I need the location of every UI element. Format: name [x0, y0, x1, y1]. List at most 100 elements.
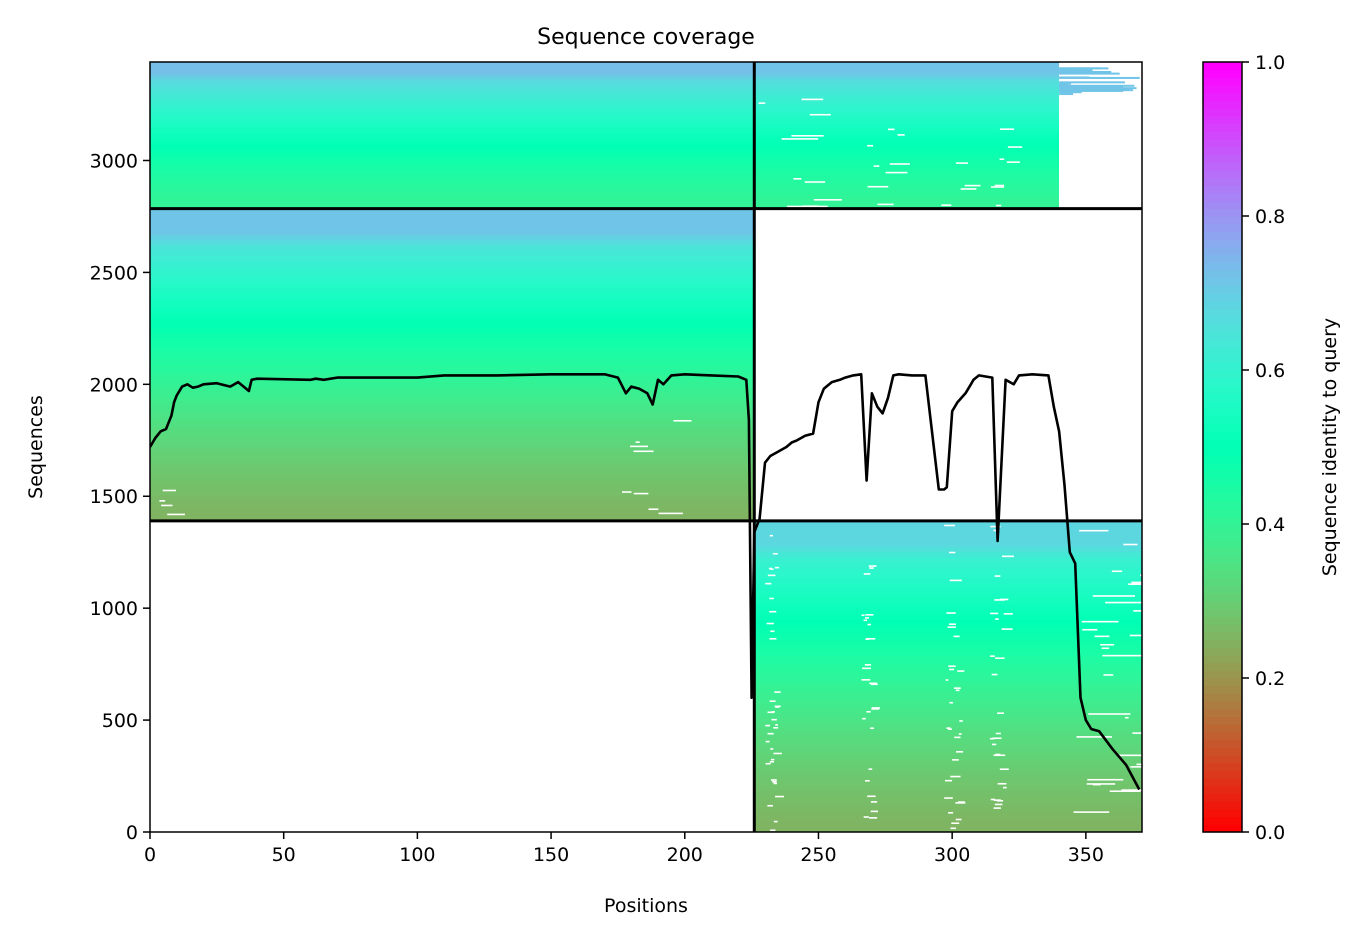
coverage-band [150, 405, 755, 413]
gap-mark [1109, 790, 1141, 793]
colorbar-segment [1203, 562, 1242, 571]
x-tick-label: 150 [533, 844, 569, 866]
coverage-band [150, 132, 755, 136]
gap-mark [774, 691, 781, 693]
gap-mark [865, 638, 870, 640]
coverage-band [150, 93, 755, 97]
colorbar-segment [1203, 554, 1242, 564]
gap-mark [995, 618, 999, 620]
coverage-band [754, 556, 1142, 563]
coverage-band [754, 727, 1142, 734]
gap-mark [1073, 811, 1110, 813]
coverage-band [150, 127, 755, 131]
coverage-band [150, 254, 755, 262]
gap-mark [1136, 763, 1142, 766]
colorbar-segment [1203, 85, 1242, 94]
gap-mark [765, 724, 770, 727]
gap-mark [1079, 529, 1109, 532]
coverage-band [150, 369, 755, 376]
coverage-band [150, 239, 755, 246]
coverage-band [150, 421, 755, 428]
gap-mark [990, 186, 1005, 188]
gap-mark [949, 579, 962, 582]
coverage-band [754, 81, 1060, 85]
coverage-band [150, 188, 755, 193]
coverage-band [150, 171, 755, 175]
x-tick-label: 200 [667, 844, 703, 866]
coverage-band [1059, 93, 1074, 96]
gap-mark [869, 567, 874, 569]
coverage-band [754, 712, 1142, 719]
gap-mark [868, 565, 877, 567]
colorbar-segment [1203, 793, 1242, 802]
gap-mark [949, 701, 954, 704]
coverage-blocks [150, 62, 1142, 832]
coverage-band [150, 228, 755, 236]
coverage-band [754, 169, 1060, 173]
colorbar-segment [1203, 385, 1242, 394]
coverage-band [150, 478, 755, 485]
coverage-band [150, 90, 755, 95]
gap-mark [769, 761, 775, 763]
coverage-band [754, 769, 1142, 776]
y-tick-label: 2000 [90, 374, 138, 396]
colorbar-segment [1203, 647, 1242, 656]
colorbar-segment [1203, 631, 1242, 641]
x-tick-label: 100 [399, 844, 435, 866]
coverage-band [150, 249, 755, 256]
gap-mark [770, 779, 777, 781]
colorbar-segment [1203, 508, 1242, 517]
gap-mark [1006, 161, 1020, 163]
gap-mark [993, 807, 1001, 809]
coverage-band [754, 805, 1142, 812]
coverage-band [150, 244, 755, 251]
colorbar-segment [1203, 269, 1242, 279]
coverage-band [150, 81, 755, 85]
coverage-band [754, 137, 1060, 141]
coverage-band [754, 753, 1142, 760]
coverage-band [754, 195, 1060, 200]
coverage-band [754, 134, 1060, 139]
coverage-band [754, 132, 1060, 136]
coverage-band [150, 78, 755, 83]
coverage-band [754, 73, 1060, 78]
x-tick-label: 300 [934, 844, 970, 866]
coverage-band [150, 463, 755, 470]
gap-mark [771, 711, 775, 713]
gap-mark [1000, 598, 1009, 601]
colorbar-segment [1203, 362, 1242, 371]
colorbar-segment [1203, 824, 1242, 833]
colorbar-segment [1203, 400, 1242, 410]
colorbar-segment [1203, 262, 1242, 271]
coverage-band [150, 151, 755, 156]
gap-mark [953, 635, 960, 638]
gap-mark [864, 617, 870, 619]
coverage-band [150, 280, 755, 288]
coverage-band [150, 411, 755, 418]
gap-mark [865, 779, 870, 782]
coverage-band [754, 743, 1142, 750]
x-tick-label: 0 [144, 844, 156, 866]
coverage-band [754, 127, 1060, 131]
colorbar-segment [1203, 785, 1242, 795]
coverage-band [150, 468, 755, 475]
coverage-band [150, 374, 755, 381]
coverage-band [754, 188, 1060, 193]
gap-mark [865, 614, 874, 616]
gap-mark [1003, 786, 1007, 789]
coverage-band [1059, 87, 1130, 90]
coverage-band [150, 390, 755, 397]
colorbar-tick-label: 0.2 [1255, 668, 1285, 690]
colorbar-segment [1203, 654, 1242, 664]
y-tick-label: 1000 [90, 598, 138, 620]
coverage-band [754, 120, 1060, 124]
coverage-band [754, 701, 1142, 709]
colorbar-segment [1203, 808, 1242, 818]
gap-mark [995, 753, 1001, 756]
coverage-band [754, 618, 1142, 626]
coverage-band [150, 178, 755, 183]
coverage-band [150, 107, 755, 112]
gap-mark [786, 205, 828, 208]
coverage-band [754, 758, 1142, 766]
gap-mark [1111, 570, 1123, 573]
